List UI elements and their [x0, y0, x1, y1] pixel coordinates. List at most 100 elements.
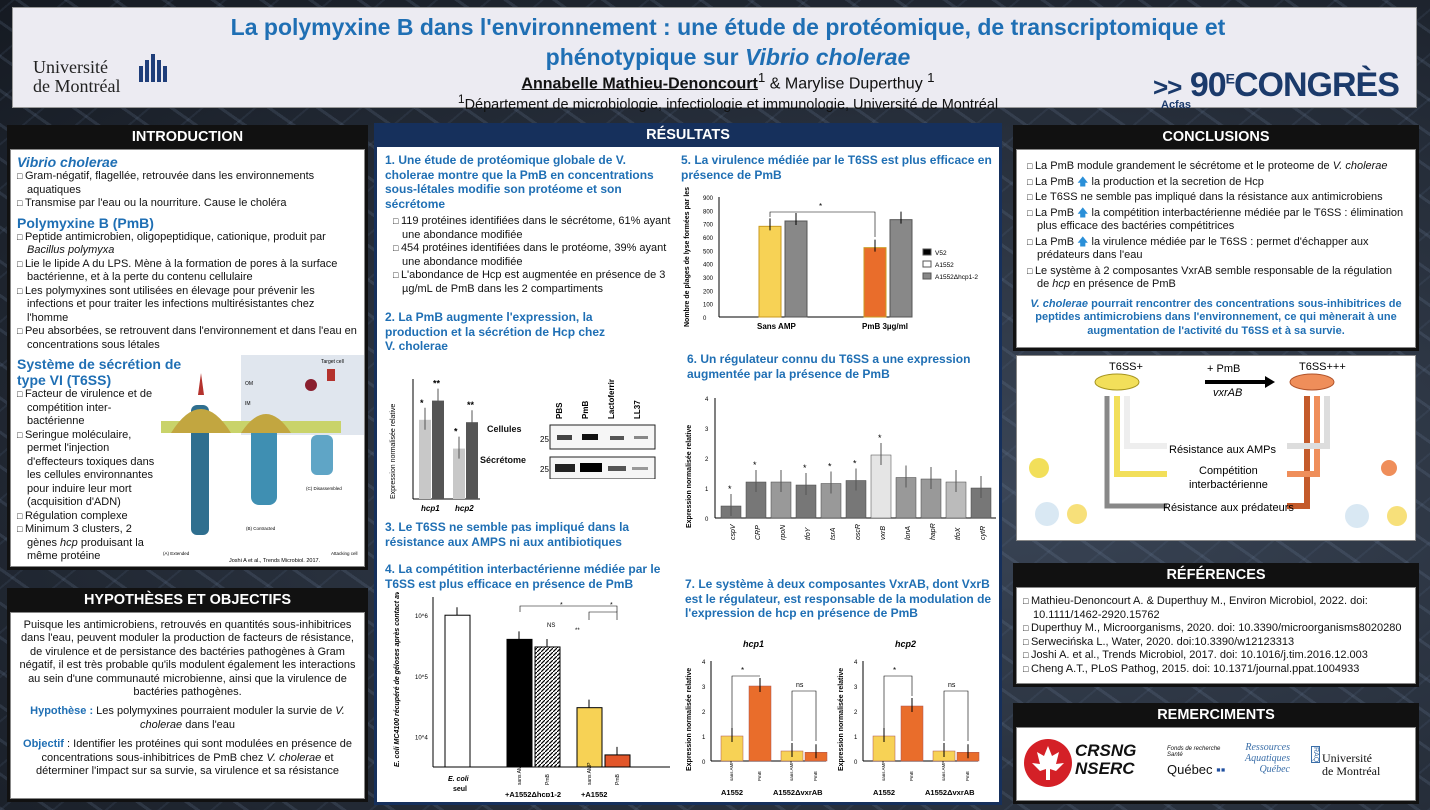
svg-text:+ PmB: + PmB	[1207, 363, 1240, 375]
conclusion-diagram: T6SS+ T6SS+++ + PmB vxrAB Résistance aux…	[1016, 355, 1416, 541]
results-heading: RÉSULTATS	[374, 123, 1002, 147]
tick-label: hcp1	[421, 504, 440, 513]
udem-logo-small: Université de Montréal	[1322, 751, 1381, 778]
fig4-chart: E. coli MC4100 récupéré de géloses après…	[394, 592, 670, 797]
significance-label: ns	[948, 682, 956, 689]
tick-label: 10^6	[415, 614, 428, 620]
up-arrow-icon: 🡅	[1077, 206, 1089, 219]
reference-item: Mathieu-Denoncourt A. & Duperthuy M., En…	[1023, 595, 1409, 622]
bracket	[519, 605, 618, 612]
tick-label: 3	[854, 685, 858, 691]
svg-text:T6SS+: T6SS+	[1109, 361, 1143, 373]
tick-label: 400	[703, 263, 714, 269]
arrow-icon	[1205, 376, 1275, 388]
tick-label: 500	[703, 249, 714, 255]
bar	[432, 400, 444, 499]
tick-label: hcp2	[455, 504, 474, 513]
svg-text:T6SS+++: T6SS+++	[1299, 361, 1346, 373]
y-axis-label: Expression normalisée relative	[390, 404, 397, 499]
fig7a-chart: hcp1 Expression normalisée relative 0 1 2 3 4 s…	[686, 639, 828, 797]
tick-label: lonA	[905, 526, 912, 540]
r3-title: 3. Le T6SS ne semble pas impliqué dans l…	[385, 520, 630, 549]
tick-label: tfoX	[955, 527, 962, 540]
significance-label: *	[560, 602, 563, 609]
tick-label: 0	[702, 760, 706, 766]
bar	[419, 419, 431, 499]
tick-label: PmB	[813, 771, 818, 781]
svg-text:interbactérienne: interbactérienne	[1189, 479, 1268, 491]
bracket	[588, 611, 618, 620]
western-blot: PBS PmB Lactoferrine LL37 25 25	[540, 379, 656, 479]
significance-label: *	[454, 427, 458, 437]
fig7b-chart: hcp2 Expression normalisée relative 0 1 2 3 4 s…	[838, 639, 980, 797]
bacterium-orange	[1289, 373, 1335, 391]
tick-label: 10^5	[415, 675, 428, 681]
rqa-logo: Ressources Aquatiques Québec	[1245, 742, 1290, 775]
significance-label: *	[753, 460, 757, 470]
svg-text:25: 25	[540, 465, 549, 474]
fig6-chart: Expression normalisée relative 0 1 2 3 4 * cspV…	[686, 397, 996, 540]
svg-text:IM: IM	[245, 401, 251, 407]
reference-item: Joshi A. et al., Trends Microbiol, 2017.…	[1023, 649, 1409, 663]
svg-text:Joshi A et al., Trends Microbi: Joshi A et al., Trends Microbiol. 2017.	[229, 558, 321, 564]
reference-item: Cheng A.T., PLoS Pathog, 2015. doi: 10.1…	[1023, 663, 1409, 677]
intro-s2: Polymyxine B (PmB)	[17, 214, 154, 231]
bar	[863, 247, 887, 318]
r7-title: 7. Le système à deux composantes VxrAB, …	[685, 577, 992, 620]
frq-logo: Québec ▪▪	[1167, 762, 1226, 777]
sheath-disassembled	[311, 435, 333, 475]
tick-label: 3	[702, 685, 706, 691]
tick-label: 0	[703, 316, 707, 322]
svg-text:(A) Extended: (A) Extended	[163, 551, 190, 556]
svg-text:Attacking cell: Attacking cell	[331, 551, 358, 556]
svg-text:Résistance aux AMPs: Résistance aux AMPs	[1169, 444, 1276, 456]
tick-label: 10^4	[415, 736, 428, 742]
tick-label: PmB	[909, 771, 914, 781]
hypo-heading: HYPOTHÈSES ET OBJECTIFS	[7, 588, 368, 612]
bacterium-yellow	[1094, 373, 1140, 391]
significance-label: *	[610, 602, 613, 609]
tick-label: Sans AMP	[757, 322, 796, 331]
tick-label: hapR	[930, 523, 937, 540]
group-label: A1552ΔvxrAB	[773, 788, 823, 797]
y-axis-label: Nombre de plages de lyse formées par les…	[684, 187, 691, 327]
svg-text:vxrAB: vxrAB	[1213, 387, 1242, 399]
conclusion-2: La PmB 🡅 la production et la secretion d…	[1027, 176, 1405, 190]
tick-label: sans AMP	[941, 761, 946, 781]
tick-label: 1	[854, 735, 858, 741]
tick-label: PmB	[545, 774, 551, 786]
significance-label: **	[433, 379, 441, 389]
significance-label: *	[420, 398, 424, 408]
bar	[900, 705, 924, 762]
significance-label: *	[803, 463, 807, 473]
bar	[534, 646, 561, 768]
crsng-logo: CRSNG NSERC	[1075, 741, 1137, 778]
bar	[453, 448, 465, 499]
significance-label: *	[853, 459, 857, 469]
group-label: +A1552Δhcp1-2	[505, 790, 561, 797]
tick-label: 1	[705, 487, 709, 493]
legend-entry: A1552	[935, 262, 954, 269]
tick-label: CRP	[755, 525, 762, 540]
hypo-panel: HYPOTHÈSES ET OBJECTIFS Puisque les anti…	[7, 588, 368, 802]
tick-label: tsrA	[830, 527, 837, 540]
tick-label: PmB 3µg/ml	[862, 322, 908, 331]
y-axis-label: E. coli MC4100 récupéré de géloses après…	[394, 592, 401, 767]
tick-label: vxrB	[880, 526, 887, 540]
tick-label: sans AMP	[789, 761, 794, 781]
bar	[604, 754, 631, 768]
svg-text:OM: OM	[245, 381, 253, 387]
tick-label: PmB	[615, 774, 621, 786]
legend-swatch	[922, 260, 932, 268]
t6ss-figure: Target cell OM IM (A) Extended (B) Contr…	[161, 355, 364, 564]
tick-label: 100	[703, 303, 714, 309]
tick-label: 300	[703, 276, 714, 282]
thanks-panel: REMERCIMENTS CRSNG NSERC Fonds de recherc…	[1013, 703, 1419, 804]
tick-label: 0	[705, 517, 709, 523]
svg-text:(C) Disassembled: (C) Disassembled	[306, 486, 342, 491]
fig2-chart: Expression normalisée relative***hcp1***…	[390, 379, 480, 513]
intro-heading: INTRODUCTION	[7, 125, 368, 149]
tick-label: PmB	[757, 771, 762, 781]
significance-label: ns	[796, 682, 804, 689]
results-panel: RÉSULTATS 1. Une étude de protéomique gl…	[374, 123, 1002, 805]
